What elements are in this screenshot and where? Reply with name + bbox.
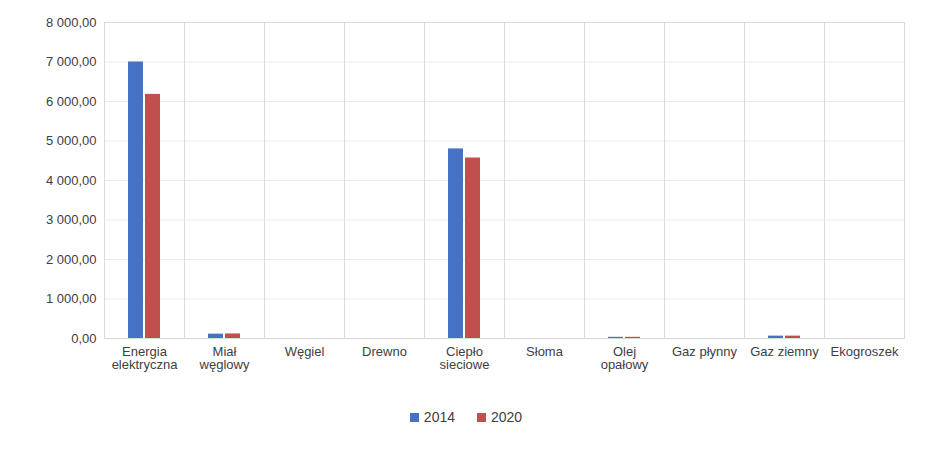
svg-text:Gaz ziemny: Gaz ziemny [750,344,819,359]
svg-text:3 000,00: 3 000,00 [46,212,97,227]
svg-text:0,00: 0,00 [71,331,96,346]
svg-text:6 000,00: 6 000,00 [46,94,97,109]
svg-text:Ekogroszek: Ekogroszek [831,344,899,359]
svg-text:Ciepłosieciowe: Ciepłosieciowe [440,344,490,372]
svg-text:4 000,00: 4 000,00 [46,173,97,188]
html-text:2020: 2020 [491,409,523,425]
svg-text:Węgiel: Węgiel [285,344,325,359]
svg-text:Słoma: Słoma [526,344,564,359]
svg-text:Drewno: Drewno [362,344,407,359]
svg-text:Gaz płynny: Gaz płynny [672,344,738,359]
svg-text:Olejopałowy: Olejopałowy [601,344,649,372]
svg-text:2 000,00: 2 000,00 [46,252,97,267]
svg-text:1 000,00: 1 000,00 [46,291,97,306]
svg-text:8 000,00: 8 000,00 [46,15,97,30]
html-text:2014: 2014 [423,409,455,425]
svg-text:7 000,00: 7 000,00 [46,54,97,69]
svg-text:Energiaelektryczna: Energiaelektryczna [112,344,179,372]
svg-text:5 000,00: 5 000,00 [46,133,97,148]
svg-text:Miałwęglowy: Miałwęglowy [199,344,250,372]
